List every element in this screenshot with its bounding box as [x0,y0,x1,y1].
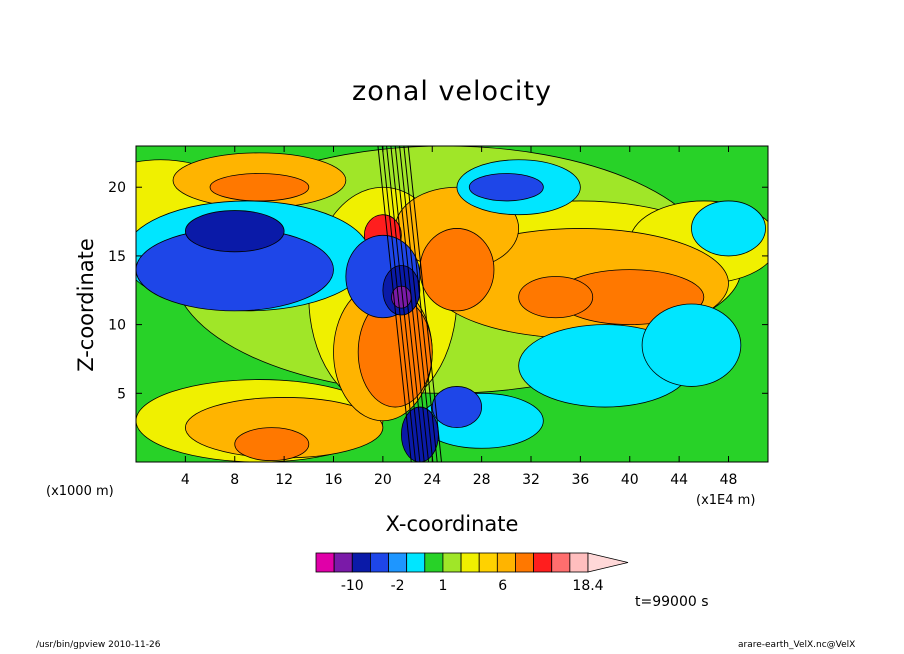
contour-region [234,427,310,462]
contour-line [377,146,412,462]
footer-command-label: /usr/bin/gpview 2010-11-26 [36,640,161,650]
footer-file-label: arare-earth_VelX.nc@VelX [738,640,856,650]
colorbar-swatch [333,552,353,573]
contour-field [136,146,768,462]
x-tick-label: 48 [720,472,738,488]
colorbar-swatch [478,552,498,573]
colorbar-arrow [587,552,629,573]
contour-line [381,146,417,462]
x-tick-label: 32 [522,472,540,488]
x-unit-right-label: (x1E4 m) [696,493,756,508]
x-unit-left-label: (x1000 m) [46,484,114,499]
y-tick-label: 5 [117,386,126,402]
colorbar-swatch [460,552,480,573]
contour-region [431,386,483,429]
colorbar-swatch [406,552,426,573]
y-tick-label: 15 [108,249,126,265]
x-axis-ticks: 4 8 12 16 20 24 28 32 36 40 44 48 [181,146,738,488]
contour-region [518,276,594,319]
chart-title: zonal velocity [352,76,552,107]
x-tick-label: 24 [423,472,441,488]
colorbar-tick-label: 6 [498,578,507,594]
colorbar-tick-label: 18.4 [572,578,603,594]
contour-region [468,173,544,202]
contour-region [641,303,742,387]
contour-line [407,146,443,462]
x-axis-label: X-coordinate [385,512,519,536]
y-tick-label: 10 [108,318,126,334]
colorbar-swatch [369,552,389,573]
y-axis-label: Z-coordinate [74,238,98,372]
contour-region [184,210,285,253]
contour-region [419,228,495,312]
contour-line [386,146,421,462]
colorbar-swatch [551,552,571,573]
colorbar-swatch [351,552,371,573]
colorbar-swatch [569,552,589,573]
x-tick-label: 8 [230,472,239,488]
contour-line [394,146,430,462]
x-tick-label: 36 [571,472,589,488]
colorbar-swatch [533,552,553,573]
y-tick-label: 20 [108,180,126,196]
contour-region [209,173,310,202]
x-tick-label: 28 [473,472,491,488]
y-axis-ticks: 5 10 15 20 [108,180,768,402]
plot-frame [135,145,769,463]
x-tick-label: 12 [275,472,293,488]
colorbar-swatch [515,552,535,573]
contour-region [400,406,439,462]
colorbar-swatch [315,552,335,573]
x-tick-label: 4 [181,472,190,488]
x-tick-label: 44 [670,472,688,488]
colorbar-swatch [442,552,462,573]
colorbar-swatch [496,552,516,573]
x-tick-label: 20 [374,472,392,488]
contour-line [390,146,425,462]
colorbar-tick-label: 1 [438,578,447,594]
colorbar: -10 -2 1 6 18.4 [315,552,629,594]
x-tick-label: 40 [621,472,639,488]
colorbar-swatch [388,552,408,573]
contour-line [399,146,434,462]
time-label: t=99000 s [635,594,709,610]
x-tick-label: 16 [325,472,343,488]
colorbar-swatch [424,552,444,573]
colorbar-tick-label: -2 [391,578,405,594]
contour-region [691,200,766,257]
colorbar-tick-label: -10 [341,578,364,594]
contour-line [403,146,438,462]
